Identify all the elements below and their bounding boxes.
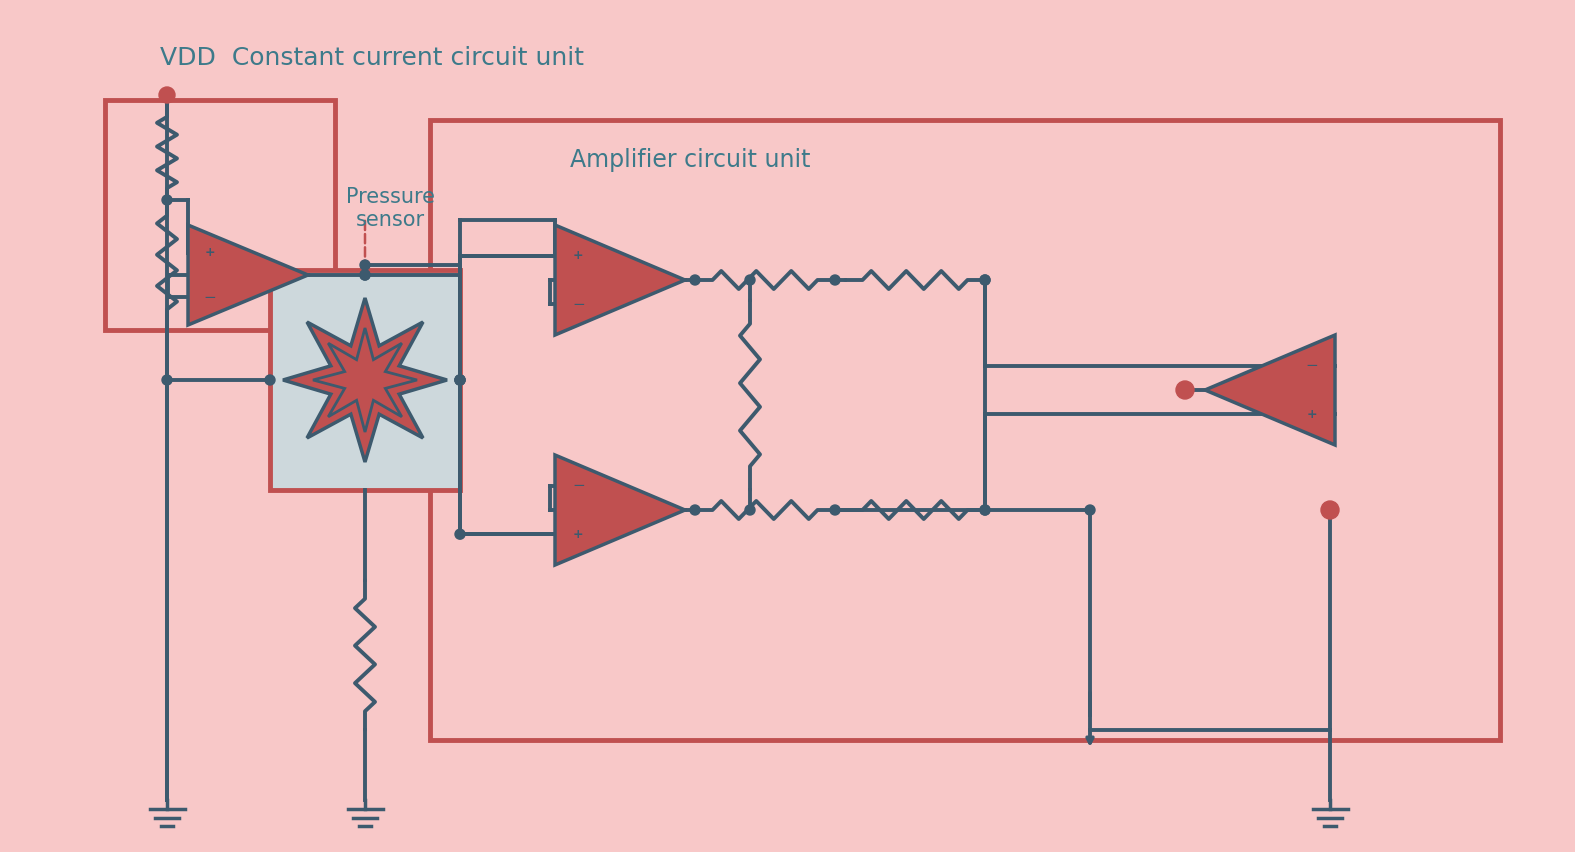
Circle shape [980,505,991,515]
Circle shape [1177,381,1194,399]
Polygon shape [313,328,417,432]
Text: Amplifier circuit unit: Amplifier circuit unit [570,148,811,172]
Circle shape [162,375,172,385]
Circle shape [455,529,465,539]
Polygon shape [1205,335,1336,445]
Circle shape [830,275,839,285]
Circle shape [830,505,839,515]
Polygon shape [554,455,685,565]
Circle shape [980,505,991,515]
Circle shape [361,260,370,270]
Circle shape [745,505,754,515]
Circle shape [1085,505,1095,515]
Circle shape [455,375,465,385]
Text: +: + [1306,408,1317,421]
Polygon shape [187,225,309,325]
Text: +: + [205,246,214,260]
Bar [106,100,335,330]
Polygon shape [284,298,447,462]
Text: +: + [573,527,584,541]
Circle shape [159,87,175,103]
Circle shape [980,275,991,285]
Circle shape [980,275,991,285]
Circle shape [690,505,699,515]
Text: −: − [572,296,584,312]
Circle shape [455,375,465,385]
Text: −: − [572,478,584,493]
Circle shape [265,375,276,385]
Text: −: − [203,290,216,304]
Circle shape [745,275,754,285]
Bar [430,120,1499,740]
Text: Pressure
sensor: Pressure sensor [345,187,435,230]
Circle shape [162,195,172,205]
Text: +: + [573,250,584,262]
Circle shape [1321,501,1339,519]
Circle shape [361,270,370,280]
Circle shape [690,275,699,285]
Polygon shape [554,225,685,335]
Circle shape [455,375,465,385]
Circle shape [361,270,370,280]
Bar [269,270,460,490]
Text: −: − [1306,359,1318,373]
Text: VDD  Constant current circuit unit: VDD Constant current circuit unit [161,46,584,70]
